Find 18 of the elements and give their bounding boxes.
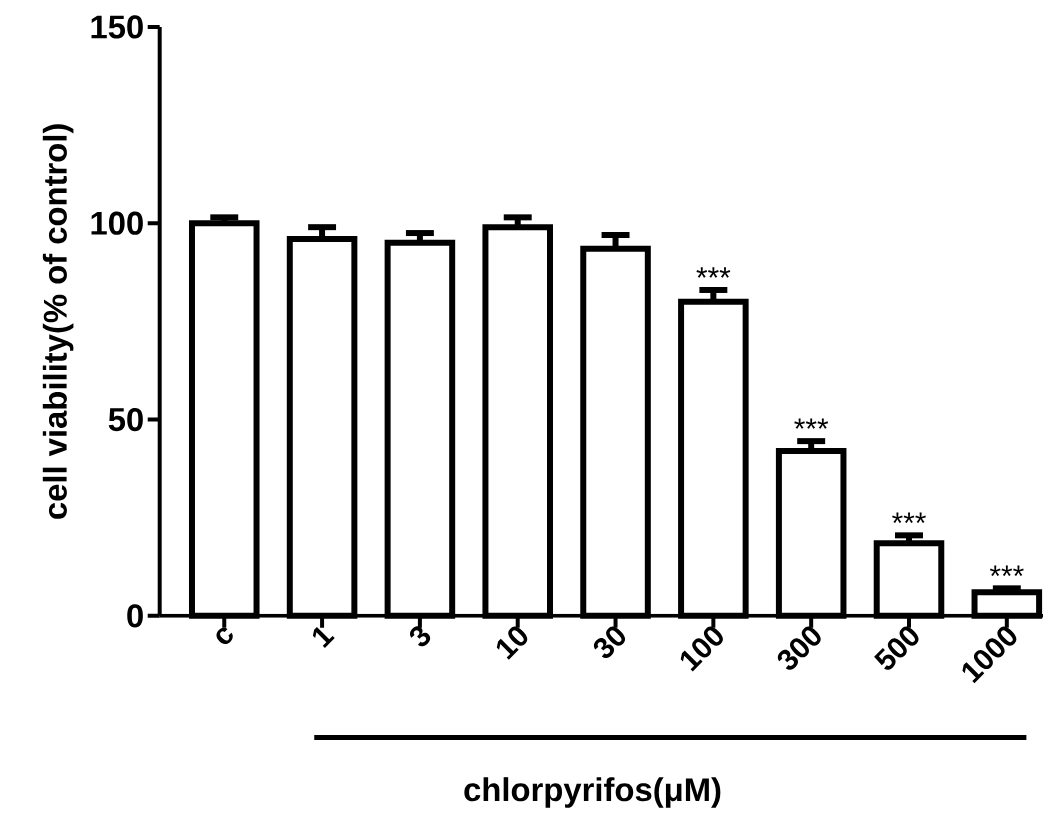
y-tick-label: 150 [91,15,143,39]
y-tick-label: 50 [108,407,143,431]
x-tick-label: 100 [680,626,723,672]
x-tick-label: 300 [777,626,821,670]
annotation: *** [696,267,731,278]
annotation: *** [794,418,829,429]
x-tick-label: c [216,627,233,644]
y-tick-label: 0 [127,603,143,628]
x-tick-label: 10 [496,626,528,660]
x-axis-title: chlorpyrifos(μM) [464,776,721,808]
x-tick-label: 500 [874,626,919,670]
x-tick-label: 1 [312,626,335,648]
y-tick-label: 100 [91,211,143,235]
annotation: *** [892,512,926,523]
x-tick-label: 3 [409,625,431,647]
x-tick-label: 30 [593,626,626,658]
annotation: *** [989,565,1024,576]
y-axis-title: cell viability(% of control) [42,124,74,519]
